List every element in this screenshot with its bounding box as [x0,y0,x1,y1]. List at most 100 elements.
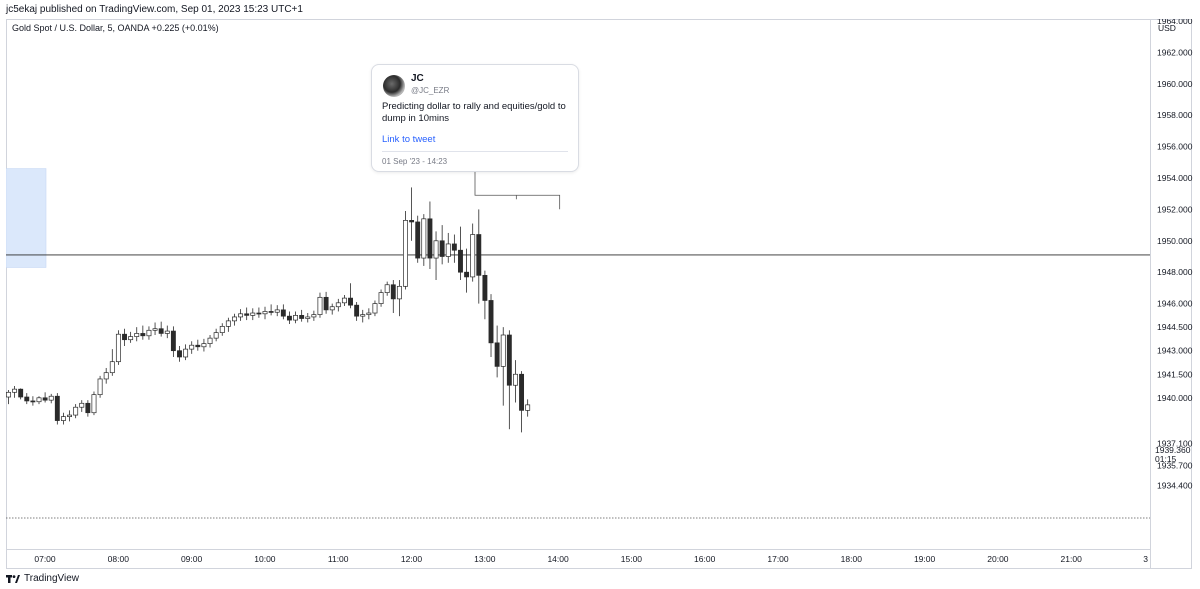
candle[interactable] [115,330,121,365]
price-axis[interactable]: USD 1964.000 1962.000 1960.000 1958.000 1956… [1150,16,1193,569]
candle[interactable] [378,289,384,307]
candle[interactable] [476,209,482,304]
candle[interactable] [73,404,79,419]
candle[interactable] [403,210,408,290]
candle[interactable] [396,280,402,317]
candle[interactable] [451,234,457,263]
candle[interactable] [482,270,488,320]
candle[interactable] [415,215,421,263]
candle[interactable] [262,306,268,320]
candle[interactable] [354,302,360,321]
candle[interactable] [299,309,305,322]
candle[interactable] [506,330,512,430]
candle[interactable] [348,283,353,309]
candle[interactable] [409,187,415,241]
candle[interactable] [85,400,91,417]
candle[interactable] [164,325,170,339]
candle[interactable] [360,309,366,323]
candle[interactable] [323,291,329,314]
candle[interactable] [18,388,24,400]
candle[interactable] [134,327,140,342]
candle[interactable] [311,310,317,321]
candle[interactable] [250,308,256,321]
candle[interactable] [317,292,323,318]
candle[interactable] [60,412,66,425]
candle[interactable] [103,367,109,384]
candle-body-up [500,334,506,367]
candle[interactable] [470,223,476,282]
candle[interactable] [427,201,433,270]
candle[interactable] [6,389,11,405]
candle[interactable] [91,391,97,416]
candle-body-up [67,414,72,417]
candle[interactable] [36,396,42,405]
last-price-label: 1939.360 [1155,445,1191,455]
candle[interactable] [274,305,280,317]
candle[interactable] [366,308,372,320]
candle[interactable] [128,331,134,343]
candle[interactable] [97,375,103,398]
candle[interactable] [238,309,244,321]
candle[interactable] [421,214,427,266]
candle[interactable] [219,323,225,336]
candle[interactable] [54,393,60,425]
candle[interactable] [207,335,213,348]
price-tick-label: 1937.100 [1157,438,1193,448]
candle[interactable] [519,371,525,433]
candle[interactable] [170,326,176,357]
tradingview-brand: TradingView [24,573,80,584]
candle[interactable] [140,325,146,340]
candle[interactable] [458,226,463,281]
candle[interactable] [189,341,195,354]
candle-body-up [91,394,97,414]
candle[interactable] [42,392,48,403]
candle[interactable] [525,399,531,417]
candle[interactable] [305,313,311,323]
candle[interactable] [293,311,299,324]
time-axis[interactable]: 07:00 08:00 09:00 10:00 11:00 12:00 13:00 14:00… [6,549,1150,569]
plot-area[interactable] [5,19,1150,549]
candle[interactable] [30,396,36,406]
candle[interactable] [268,304,274,316]
candle[interactable] [341,294,347,306]
candle[interactable] [195,339,201,351]
candle[interactable] [48,393,54,404]
candle-body-down [348,297,353,306]
candle[interactable] [286,311,292,325]
candle[interactable] [158,321,164,337]
candle[interactable] [232,313,237,326]
candle[interactable] [79,400,85,412]
tradingview-logo[interactable]: TradingView [6,573,79,584]
candle[interactable] [201,338,207,352]
candle[interactable] [177,345,182,362]
chart-frame [6,19,1192,569]
candle[interactable] [464,248,470,293]
candle[interactable] [384,281,390,296]
candle[interactable] [439,225,445,265]
candle[interactable] [372,300,378,317]
candle[interactable] [146,326,152,340]
candle[interactable] [494,325,500,378]
candle[interactable] [213,328,219,342]
candle[interactable] [256,307,262,318]
candle[interactable] [390,280,396,314]
candle[interactable] [67,410,72,422]
candle[interactable] [183,344,189,361]
candle[interactable] [280,304,286,320]
tweet-link[interactable]: Link to tweet [382,134,436,145]
candle[interactable] [433,231,439,281]
candle[interactable] [445,232,451,263]
candle[interactable] [152,322,158,335]
candle[interactable] [513,360,518,403]
candle[interactable] [329,303,335,315]
candle[interactable] [122,328,127,346]
candle[interactable] [24,393,30,405]
candle[interactable] [335,298,341,312]
candle[interactable] [488,294,494,357]
candle[interactable] [109,349,115,376]
candle[interactable] [12,386,18,398]
candle[interactable] [244,307,250,321]
candle[interactable] [500,327,506,406]
candle[interactable] [225,317,231,332]
tweet-card[interactable]: JC @JC_EZR Predicting dollar to rally an… [371,64,579,172]
